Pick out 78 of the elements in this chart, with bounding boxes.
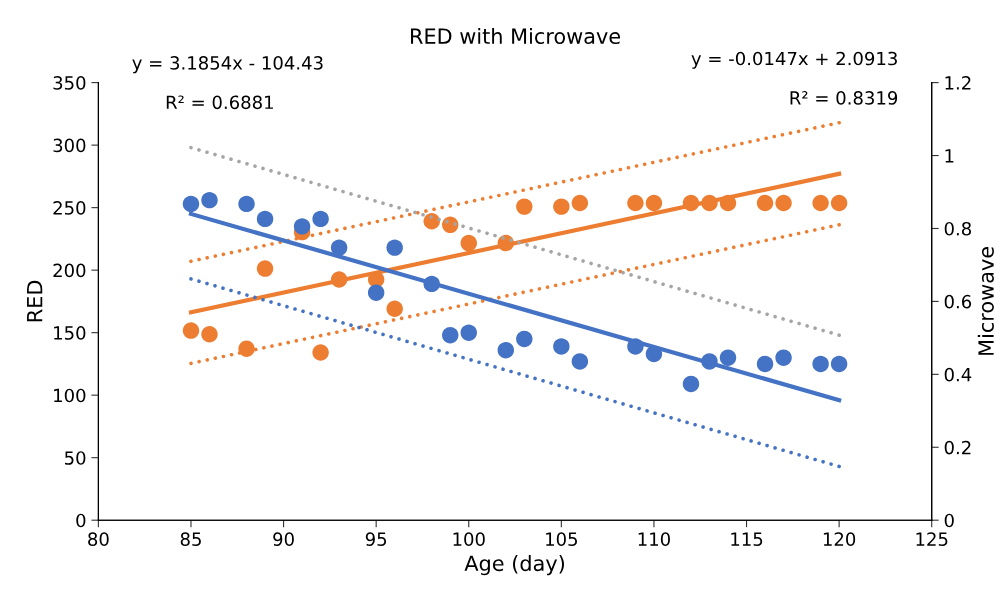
point bbox=[330, 271, 348, 288]
point bbox=[238, 195, 255, 213]
annotation: R² = 0.6881 bbox=[166, 95, 273, 110]
x-tick-label: 85 bbox=[180, 532, 201, 546]
point bbox=[571, 194, 589, 212]
text: y = 3.1854x - 104.43 bbox=[132, 56, 323, 74]
point bbox=[571, 353, 589, 370]
point bbox=[460, 234, 477, 252]
point bbox=[330, 239, 348, 256]
point bbox=[553, 338, 570, 355]
y-tick-label: 200 bbox=[53, 263, 86, 278]
point bbox=[423, 275, 440, 293]
point bbox=[516, 198, 533, 215]
y-tick-label: 0 bbox=[76, 513, 86, 528]
point bbox=[830, 194, 848, 212]
point bbox=[460, 324, 477, 341]
point bbox=[701, 353, 718, 370]
point bbox=[682, 375, 700, 393]
point bbox=[238, 340, 255, 358]
point bbox=[830, 355, 848, 373]
y-tick-label: 350 bbox=[53, 76, 86, 90]
point bbox=[645, 194, 663, 212]
point bbox=[312, 344, 329, 361]
x-tick-label: 90 bbox=[273, 532, 294, 546]
x-axis-title: Age (day) bbox=[464, 555, 564, 576]
point bbox=[386, 239, 403, 256]
point bbox=[812, 194, 829, 212]
point bbox=[719, 194, 737, 212]
point bbox=[645, 345, 663, 363]
chart-title: RED with Microwave bbox=[411, 27, 621, 45]
y2-tick-label: 0.2 bbox=[944, 440, 971, 455]
point bbox=[812, 355, 829, 373]
point bbox=[553, 198, 570, 215]
point bbox=[627, 338, 644, 355]
y2-tick-label: 1.2 bbox=[945, 76, 971, 90]
x-tick-label: 120 bbox=[823, 532, 856, 546]
point bbox=[775, 349, 792, 366]
point bbox=[775, 194, 792, 212]
y-axis-title: RED bbox=[27, 280, 43, 322]
x-tick-label: 115 bbox=[731, 532, 763, 546]
point bbox=[386, 300, 403, 317]
y-tick-label: 50 bbox=[65, 451, 86, 465]
point bbox=[701, 194, 718, 212]
point bbox=[442, 326, 459, 344]
y2-tick-label: 0.6 bbox=[944, 294, 972, 309]
point bbox=[516, 330, 533, 348]
point bbox=[367, 284, 385, 301]
point bbox=[756, 355, 774, 373]
x-tick-label: 105 bbox=[546, 532, 577, 546]
x-tick-label: 95 bbox=[365, 532, 387, 546]
point bbox=[256, 260, 274, 277]
y2-tick-label: 0.8 bbox=[944, 221, 971, 236]
y2-tick-label: 0.4 bbox=[944, 367, 972, 382]
point bbox=[682, 194, 700, 212]
point bbox=[182, 322, 200, 339]
x-tick-label: 100 bbox=[453, 532, 485, 546]
point bbox=[293, 218, 311, 235]
y-tick-label: 250 bbox=[53, 201, 86, 215]
point bbox=[312, 210, 329, 228]
x-tick-label: 80 bbox=[88, 532, 109, 546]
y2-tick-label: 1 bbox=[945, 149, 954, 163]
point bbox=[497, 341, 515, 359]
y-tick-label: 300 bbox=[53, 138, 86, 153]
point bbox=[719, 349, 737, 366]
y2-tick-label: 0 bbox=[944, 513, 954, 528]
y2-axis-title: Microwave bbox=[977, 247, 994, 355]
point bbox=[627, 194, 644, 212]
x-tick-label: 125 bbox=[916, 532, 948, 546]
y-tick-label: 100 bbox=[54, 388, 86, 403]
point bbox=[201, 191, 218, 209]
annotation: R² = 0.8319 bbox=[790, 91, 898, 105]
point bbox=[756, 194, 774, 212]
text: y = -0.0147x + 2.0913 bbox=[691, 51, 897, 69]
point bbox=[182, 195, 200, 213]
x-tick-label: 110 bbox=[638, 532, 670, 546]
y-tick-label: 150 bbox=[54, 326, 86, 340]
point bbox=[201, 326, 218, 343]
point bbox=[256, 210, 274, 228]
